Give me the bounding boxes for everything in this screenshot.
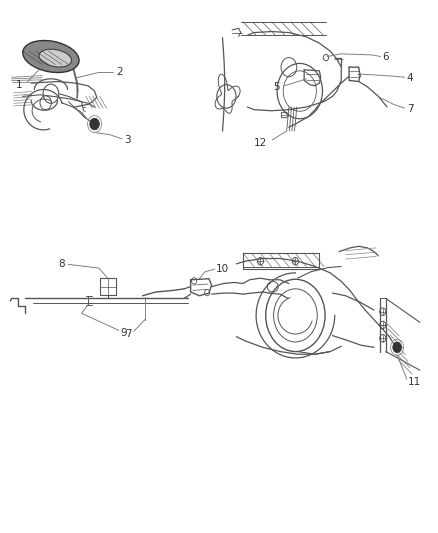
Text: 12: 12 xyxy=(254,138,267,148)
Text: 10: 10 xyxy=(215,264,229,274)
Text: 11: 11 xyxy=(408,377,421,387)
Text: 5: 5 xyxy=(273,82,280,92)
Ellipse shape xyxy=(39,49,71,67)
Text: 6: 6 xyxy=(383,52,389,61)
Text: 8: 8 xyxy=(59,260,65,269)
Text: 7: 7 xyxy=(125,329,132,339)
Bar xyxy=(100,278,116,295)
Text: 4: 4 xyxy=(407,73,413,83)
Ellipse shape xyxy=(23,41,79,72)
Circle shape xyxy=(90,118,99,130)
Text: 9: 9 xyxy=(121,328,127,338)
Text: 7: 7 xyxy=(407,104,413,114)
Text: 1: 1 xyxy=(16,80,23,90)
Text: 2: 2 xyxy=(117,68,123,77)
Circle shape xyxy=(393,342,402,353)
Text: 3: 3 xyxy=(124,135,131,145)
